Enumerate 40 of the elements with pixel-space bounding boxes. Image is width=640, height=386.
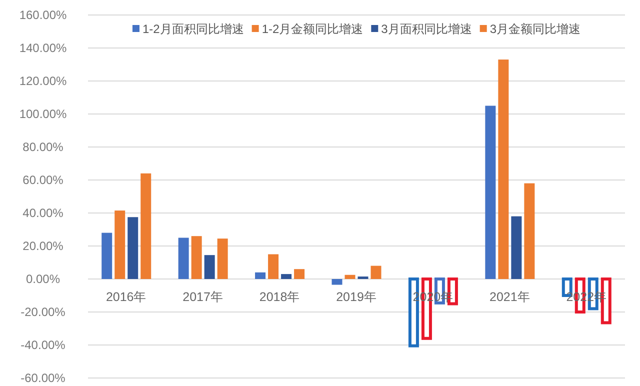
legend-label: 1-2月金额同比增速 (262, 22, 364, 36)
y-tick-label: 0.00% (26, 272, 60, 286)
bar (191, 236, 202, 279)
bar (281, 274, 292, 279)
y-tick-label: 140.00% (19, 41, 68, 55)
bar (140, 173, 152, 279)
bar (128, 217, 138, 279)
bar (217, 238, 228, 279)
bar (524, 183, 535, 279)
x-tick-label: 2019年 (336, 290, 377, 304)
x-tick-label: 2021年 (490, 290, 530, 304)
bar (485, 106, 496, 279)
bar (114, 210, 126, 279)
bar (344, 274, 356, 279)
bar (332, 279, 342, 285)
legend-label: 1-2月面积同比增速 (142, 22, 244, 36)
y-tick-label: 120.00% (19, 74, 68, 88)
y-tick-label: 60.00% (22, 173, 64, 187)
bar (178, 238, 189, 279)
legend-label: 3月金额同比增速 (490, 22, 581, 36)
bar (294, 269, 305, 279)
y-tick-label: 20.00% (22, 239, 64, 253)
y-tick-label: -60.00% (20, 371, 66, 385)
bar (268, 254, 279, 279)
bar (102, 232, 112, 279)
bar (204, 255, 215, 279)
bar (255, 272, 266, 279)
x-tick-label: 2018年 (259, 290, 300, 304)
x-tick-label: 2017年 (182, 290, 224, 304)
y-tick-label: -40.00% (20, 338, 66, 352)
y-tick-label: 80.00% (22, 140, 64, 154)
x-tick-label: 2016年 (106, 290, 147, 304)
y-tick-label: 160.00% (19, 8, 68, 22)
y-tick-label: -20.00% (20, 305, 66, 319)
y-tick-label: 40.00% (22, 206, 64, 220)
y-tick-label: 100.00% (19, 107, 68, 121)
legend-label: 3月面积同比增速 (381, 22, 472, 36)
bar (511, 216, 522, 279)
bar (498, 60, 509, 279)
bar (370, 266, 382, 279)
